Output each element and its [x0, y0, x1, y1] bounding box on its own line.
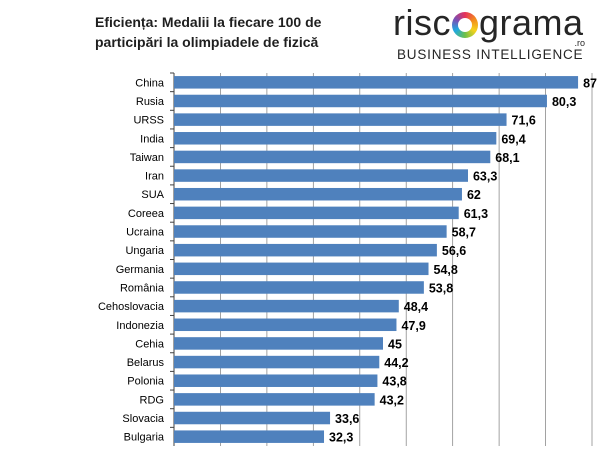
bars	[174, 76, 579, 443]
category-label: Ucraina	[126, 227, 165, 239]
bar	[174, 262, 429, 276]
bar	[174, 355, 380, 369]
bar	[174, 430, 325, 443]
value-label: 71,6	[512, 114, 536, 128]
value-label: 45	[388, 337, 402, 351]
category-label: RDG	[140, 394, 164, 406]
category-label: India	[140, 133, 165, 145]
category-label: China	[135, 77, 165, 89]
category-label: România	[120, 282, 165, 294]
value-label: 56,6	[442, 244, 466, 258]
category-label: Iran	[145, 171, 164, 183]
category-label: URSS	[133, 115, 164, 127]
value-label: 80,3	[552, 95, 576, 109]
value-label: 87	[583, 76, 597, 90]
bar	[174, 374, 378, 387]
bar	[174, 169, 468, 182]
value-label: 63,3	[473, 170, 497, 184]
category-label: Polonia	[127, 376, 165, 388]
bar	[174, 243, 437, 257]
bar	[174, 206, 459, 220]
logo-tagline: BUSINESS INTELLIGENCE	[397, 47, 584, 62]
category-label: Rusia	[136, 96, 165, 108]
bar	[174, 337, 383, 350]
value-label: 53,8	[429, 281, 453, 295]
bar	[174, 150, 491, 164]
bar	[174, 318, 397, 332]
bar	[174, 113, 507, 126]
bar	[174, 411, 331, 425]
value-labels: 87 80,3 71,6 69,4 68,1 63,3 62 61,3 58,7 56,6 54,8…	[329, 76, 597, 444]
value-label: 47,9	[401, 319, 425, 333]
value-label: 62	[467, 188, 481, 202]
bar	[174, 393, 375, 406]
category-label: SUA	[141, 189, 164, 201]
value-label: 43,2	[380, 393, 404, 407]
brand-logo: risc grama .ro BUSINESS INTELLIGENCE	[393, 2, 593, 62]
bar	[174, 132, 497, 145]
logo-tld: .ro	[574, 38, 585, 48]
category-label: Cehoslovacia	[98, 301, 165, 313]
category-label: Germania	[116, 264, 165, 276]
value-label: 68,1	[495, 151, 519, 165]
category-label: Slovacia	[122, 413, 164, 425]
bar	[174, 281, 424, 294]
logo-word-part2: grama	[479, 2, 584, 43]
category-label: Bulgaria	[124, 432, 165, 444]
grid-lines	[170, 72, 593, 446]
value-label: 43,8	[382, 375, 406, 389]
category-labels: China Rusia URSS India Taiwan Iran SUA Coreea Uc…	[98, 77, 165, 443]
logo-word-part1: risc	[393, 2, 451, 43]
value-label: 44,2	[384, 356, 408, 370]
bar	[174, 299, 399, 313]
category-label: Ungaria	[125, 245, 164, 257]
value-label: 58,7	[452, 226, 476, 240]
value-label: 33,6	[335, 412, 359, 426]
value-label: 54,8	[434, 263, 458, 277]
chart-title: Eficiența: Medalii la fiecare 100 de par…	[95, 14, 322, 50]
bar	[174, 76, 579, 89]
category-label: Taiwan	[130, 152, 164, 164]
value-label: 48,4	[404, 300, 428, 314]
logo-ring-icon	[452, 12, 478, 38]
category-label: Indonezia	[116, 320, 165, 332]
bar	[174, 187, 462, 201]
category-label: Cehia	[135, 338, 165, 350]
value-label: 61,3	[464, 207, 488, 221]
category-label: Belarus	[127, 357, 165, 369]
bar	[174, 225, 447, 238]
category-label: Coreea	[128, 208, 165, 220]
value-label: 69,4	[501, 132, 525, 146]
bar	[174, 94, 547, 108]
logo-wordmark: risc grama	[393, 2, 584, 44]
value-label: 32,3	[329, 431, 353, 445]
